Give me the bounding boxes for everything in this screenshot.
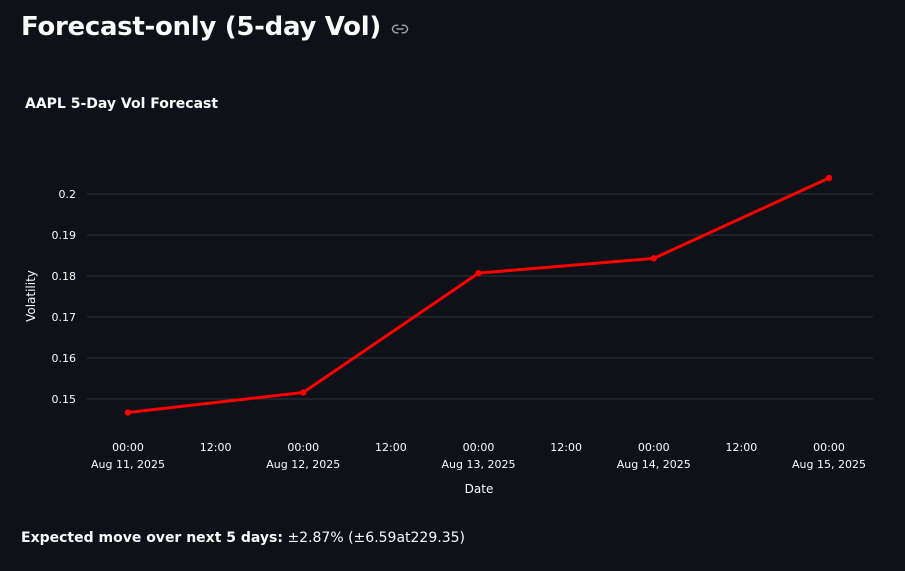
x-tick-time: 00:00 [813, 441, 845, 454]
data-point [475, 270, 481, 276]
data-point [826, 175, 832, 181]
x-tick-time: 00:00 [287, 441, 319, 454]
expected-move-value: ±2.87% (±6.59at229.35) [287, 530, 465, 546]
x-tick-time: 12:00 [550, 441, 582, 454]
x-tick-time: 00:00 [463, 441, 495, 454]
x-tick-date: Aug 13, 2025 [442, 458, 516, 471]
x-tick-time: 00:00 [638, 441, 670, 454]
series-line [128, 178, 829, 413]
page-header: Forecast-only (5-day Vol) [21, 12, 409, 42]
y-tick-label: 0.15 [52, 393, 77, 406]
y-tick-label: 0.17 [52, 311, 77, 324]
expected-move-label: Expected move over next 5 days: [21, 530, 283, 546]
x-tick-date: Aug 12, 2025 [266, 458, 340, 471]
x-tick-date: Aug 11, 2025 [91, 458, 165, 471]
x-tick-time: 12:00 [375, 441, 407, 454]
y-tick-label: 0.2 [59, 188, 77, 201]
data-point [651, 255, 657, 261]
y-tick-label: 0.18 [52, 270, 77, 283]
expected-move-text: Expected move over next 5 days: ±2.87% (… [21, 530, 465, 546]
chart-container[interactable]: AAPL 5-Day Vol Forecast 0.15 0.16 0.17 0.18… [0, 80, 905, 520]
x-tick-date: Aug 14, 2025 [617, 458, 691, 471]
link-icon[interactable] [391, 20, 409, 38]
x-tick-date: Aug 15, 2025 [792, 458, 866, 471]
data-point [300, 389, 306, 395]
x-tick-time: 12:00 [726, 441, 758, 454]
y-tick-label: 0.16 [52, 352, 77, 365]
line-chart[interactable]: 0.15 0.16 0.17 0.18 0.19 0.2 00:00 Aug 11, 2025… [0, 80, 905, 520]
page-title: Forecast-only (5-day Vol) [21, 12, 381, 42]
x-axis-label: Date [465, 482, 494, 496]
x-tick-time: 12:00 [200, 441, 232, 454]
y-axis-label: Volatility [24, 270, 38, 322]
data-point [125, 409, 131, 415]
y-tick-label: 0.19 [52, 229, 77, 242]
x-tick-time: 00:00 [112, 441, 144, 454]
